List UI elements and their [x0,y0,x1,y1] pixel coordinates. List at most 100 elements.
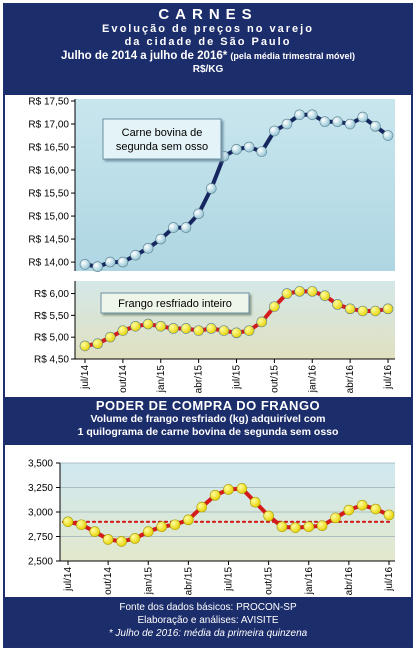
data-point [306,109,318,121]
data-point [356,499,368,511]
data-point [332,116,343,128]
header-unit: R$/KG [192,64,224,75]
y-tick-label: 2,500 [28,557,53,568]
data-point [196,501,208,513]
y-tick-label: R$ 17,50 [28,97,69,108]
data-point [332,299,343,310]
header-period: Julho de 2014 a julho de 2016* [61,50,228,62]
x-tick-label: out/14 [103,567,114,595]
data-point [276,521,288,532]
data-point [92,338,103,350]
legend-chicken: Frango resfriado inteiro [100,292,250,314]
header-title: CARNES [158,6,258,23]
x-tick-label: abr/16 [344,567,355,596]
data-point [183,514,194,526]
footer-panel: Fonte dos dados básicos: PROCON-SP Elabo… [5,597,411,646]
data-point [117,256,129,268]
y-tick-label: R$ 16,50 [28,143,69,154]
data-point [223,484,234,495]
data-point [281,288,293,299]
data-point [142,526,154,537]
x-tick-label: jul/16 [384,567,395,592]
data-point [370,503,381,515]
y-tick-label: 3,000 [28,508,53,519]
data-point [156,521,167,532]
data-point [357,111,369,123]
data-point [316,520,328,532]
data-point [205,323,217,334]
data-point [294,109,305,121]
data-point [319,290,331,302]
data-point [193,208,204,220]
x-tick-label: jul/14 [63,567,74,592]
infographic-frame: CARNES Evolução de preços no varejo da c… [3,3,413,648]
legend-beef-text-1: Carne bovina de [122,127,203,139]
data-point [117,325,129,336]
data-point [306,286,318,297]
y-ticks-2: 3,500 3,250 3,000 2,750 2,500 [28,459,60,568]
data-point [263,510,274,522]
data-point [382,303,394,315]
data-point [370,305,381,317]
data-point [382,130,394,141]
x-ticks-2: jul/14 out/14 jan/15 abr/15 jul/15 out/15 jan/… [63,561,395,595]
x-tick-label: jul/15 [224,567,235,592]
data-point [357,305,369,317]
header-subtitle-1: Evolução de preços no varejo [102,23,314,35]
data-point [168,323,179,334]
data-point [92,261,103,272]
y-tick-label: R$ 16,00 [28,166,69,177]
data-point [231,144,242,155]
legend-beef: Carne bovina de segunda sem osso [102,118,222,160]
data-point [281,118,293,130]
y-tick-label: R$ 4,50 [34,355,69,366]
data-point [249,496,261,508]
x-ticks: jul/14 out/14 jan/15 abr/15 jul/15 out/15 jan/… [80,359,394,393]
data-point [79,259,91,270]
header-panel: CARNES Evolução de preços no varejo da c… [5,5,411,95]
x-tick-label: out/15 [269,365,280,393]
data-point [102,534,114,545]
legend-chicken-label: Frango resfriado inteiro [118,298,232,310]
data-point [319,116,331,128]
axis-break [65,271,409,281]
data-point [130,249,141,261]
data-point [209,490,221,501]
y-tick-label: R$ 5,00 [34,333,69,344]
x-tick-label: out/15 [264,567,275,595]
header-subtitle-2: da cidade de São Paulo [124,36,292,48]
data-point [169,519,181,531]
header-period-row: Julho de 2014 a julho de 2016* (pela méd… [5,49,411,64]
purchasing-power-chart: 3,500 3,250 3,000 2,750 2,500 jul/14 out/14 ja… [28,459,395,595]
data-point [205,183,217,194]
y-ticks-top: R$ 17,50 R$ 17,00 R$ 16,50 R$ 16,00 R$ 15,50… [28,97,75,269]
data-point [155,233,167,245]
data-point [218,325,230,336]
series-beef [79,109,394,272]
y-tick-label: R$ 5,50 [34,311,69,322]
price-chart: R$ 17,50 R$ 17,00 R$ 16,50 R$ 16,00 R$ 15,50… [28,97,409,393]
data-point [79,340,91,352]
data-point [344,303,356,315]
data-point [142,242,154,254]
x-tick-label: jan/16 [304,567,315,596]
data-point [142,318,154,330]
data-point [180,222,192,233]
data-point [62,516,74,528]
data-point [89,526,101,537]
y-tick-label: 3,250 [28,483,53,494]
x-tick-label: abr/15 [183,567,194,596]
y-tick-label: R$ 14,00 [28,258,69,269]
x-tick-label: abr/16 [345,365,356,394]
x-tick-label: jan/15 [143,567,154,596]
data-point [155,320,167,332]
legend-beef-text-2: segunda sem osso [116,141,208,153]
data-point [104,256,116,268]
data-point [104,331,116,343]
footer-note: * Julho de 2016: média da primeira quinz… [108,628,308,639]
data-point [330,512,341,524]
data-point [344,118,356,130]
data-point [180,323,192,334]
x-tick-label: jul/16 [383,365,394,390]
data-point [256,316,268,328]
